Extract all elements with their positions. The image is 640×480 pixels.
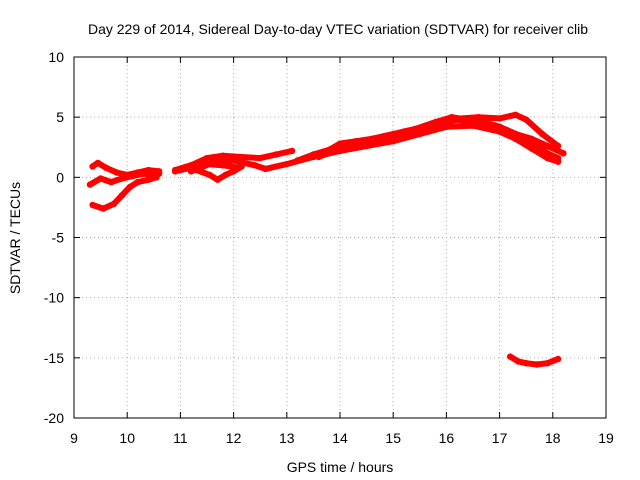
- data-point: [118, 192, 126, 199]
- data-point: [100, 205, 107, 212]
- data-point: [288, 147, 296, 155]
- data-point: [118, 175, 126, 182]
- data-point: [251, 162, 259, 169]
- data-point: [528, 145, 535, 152]
- x-tick-label: 13: [279, 430, 295, 446]
- data-point: [113, 169, 120, 176]
- y-tick-label: 10: [48, 49, 64, 65]
- x-tick-label: 19: [598, 430, 614, 446]
- data-point: [390, 138, 397, 145]
- data-point: [560, 150, 567, 157]
- data-point: [153, 174, 160, 181]
- data-point: [475, 114, 482, 121]
- data-point: [310, 151, 317, 158]
- data-point: [459, 115, 466, 122]
- x-tick-label: 17: [492, 430, 508, 446]
- data-point: [554, 158, 562, 165]
- data-point: [134, 178, 141, 186]
- x-tick-label: 11: [173, 430, 188, 446]
- data-point: [230, 157, 237, 164]
- data-point: [528, 139, 535, 146]
- y-axis-label: SDTVAR / TECUs: [7, 182, 23, 294]
- data-point: [86, 181, 94, 188]
- data-point: [126, 183, 134, 191]
- data-point: [443, 118, 450, 126]
- data-point: [554, 142, 562, 150]
- data-point: [336, 147, 344, 155]
- data-point: [523, 360, 530, 367]
- data-point: [544, 154, 551, 162]
- y-tick-label: -5: [52, 230, 65, 246]
- data-point: [219, 152, 227, 159]
- data-point: [315, 153, 322, 161]
- data-point: [94, 159, 102, 167]
- data-point: [539, 130, 546, 138]
- data-point: [89, 163, 96, 170]
- data-point: [171, 168, 179, 175]
- data-point: [187, 168, 195, 175]
- data-point: [206, 171, 213, 179]
- data-point: [222, 171, 229, 179]
- data-point: [496, 128, 503, 135]
- chart-title: Day 229 of 2014, Sidereal Day-to-day VTE…: [88, 21, 588, 37]
- y-tick-label: 5: [56, 109, 64, 125]
- data-point: [214, 176, 221, 183]
- x-tick-label: 15: [385, 430, 401, 446]
- data-point: [421, 123, 429, 130]
- series-track-10: [337, 122, 562, 165]
- y-tick-label: 0: [56, 169, 64, 185]
- tick-layer: 9 10 11 12 13 14 15 16 17 18 19 -20 -15 -10 -5 0 5 10: [44, 49, 614, 446]
- data-point: [515, 358, 522, 365]
- data-point: [102, 164, 110, 171]
- data-point: [512, 111, 519, 119]
- data-point: [97, 175, 104, 182]
- data-point: [400, 128, 407, 135]
- data-point: [533, 361, 540, 368]
- data-point: [544, 142, 551, 150]
- data-point: [294, 157, 301, 164]
- x-tick-label: 18: [545, 430, 561, 446]
- data-point: [496, 115, 503, 122]
- x-tick-label: 16: [439, 430, 455, 446]
- data-point: [203, 154, 211, 162]
- x-tick-label: 9: [70, 430, 78, 446]
- data-point: [145, 176, 152, 183]
- grid-layer: [74, 57, 606, 418]
- data-point: [89, 201, 96, 209]
- data-point: [283, 160, 290, 168]
- data-point: [416, 130, 423, 138]
- y-tick-label: -15: [44, 350, 64, 366]
- data-point: [140, 170, 147, 177]
- data-point: [523, 116, 530, 123]
- data-point: [273, 151, 280, 158]
- series-layer: [86, 111, 567, 368]
- x-tick-label: 10: [119, 430, 135, 446]
- data-point: [110, 200, 118, 207]
- y-tick-label: -20: [44, 410, 64, 426]
- data-point: [257, 154, 264, 162]
- data-point: [379, 134, 386, 141]
- data-point: [129, 172, 136, 180]
- data-point: [443, 123, 450, 130]
- data-point: [108, 178, 115, 186]
- data-point: [554, 355, 562, 363]
- data-point: [512, 135, 519, 142]
- y-tick-label: -10: [44, 290, 64, 306]
- data-point: [209, 159, 216, 167]
- data-point: [544, 360, 551, 367]
- data-point: [230, 168, 237, 175]
- x-tick-label: 14: [332, 430, 348, 446]
- data-point: [507, 353, 514, 360]
- data-point: [363, 142, 370, 150]
- data-point: [469, 122, 477, 129]
- x-tick-label: 12: [226, 430, 242, 446]
- x-axis-label: GPS time / hours: [287, 459, 394, 475]
- data-point: [262, 165, 269, 173]
